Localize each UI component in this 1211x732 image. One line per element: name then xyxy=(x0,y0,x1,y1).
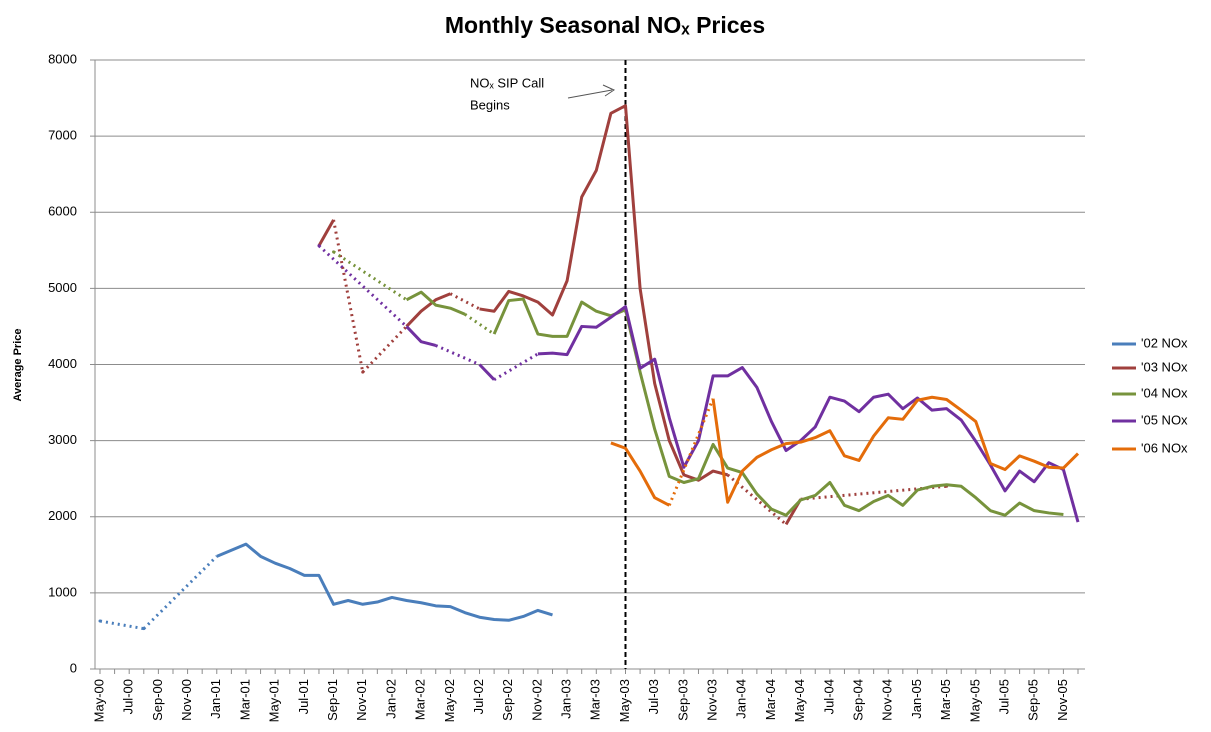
gap-connector xyxy=(435,344,481,366)
x-tick-label: Nov-00 xyxy=(179,679,194,721)
x-tick-label: Mar-03 xyxy=(588,679,603,720)
x-tick-label: Jul-01 xyxy=(296,679,311,714)
x-tick-label: Sep-03 xyxy=(675,679,690,721)
x-tick-label: Jul-03 xyxy=(646,679,661,714)
x-tick-label: Jul-05 xyxy=(996,679,1011,714)
series-line xyxy=(479,104,729,482)
legend-label: '05 NOx xyxy=(1141,412,1188,427)
x-tick-label: Nov-03 xyxy=(705,679,720,721)
legend-label: '02 NOx xyxy=(1141,335,1188,350)
y-tick-label: 2000 xyxy=(48,508,77,523)
x-tick-label: Jul-04 xyxy=(821,679,836,714)
x-tick-label: Nov-01 xyxy=(354,679,369,721)
legend-label: '04 NOx xyxy=(1141,385,1188,400)
gap-connector xyxy=(332,219,365,373)
x-tick-label: Mar-01 xyxy=(237,679,252,720)
x-tick-label: Mar-04 xyxy=(763,679,778,720)
x-tick-label: Mar-05 xyxy=(938,679,953,720)
series-line xyxy=(537,305,1080,523)
x-tick-label: May-00 xyxy=(91,679,106,722)
gap-connector xyxy=(332,250,408,302)
gap-connector xyxy=(800,484,947,501)
x-tick-label: Jan-05 xyxy=(909,679,924,719)
x-tick-label: Mar-02 xyxy=(413,679,428,720)
series-line xyxy=(492,297,1064,517)
y-tick-label: 4000 xyxy=(48,356,77,371)
y-tick-label: 3000 xyxy=(48,432,77,447)
series-line xyxy=(405,325,437,347)
y-tick-label: 1000 xyxy=(48,584,77,599)
x-tick-label: May-04 xyxy=(792,679,807,722)
series-line xyxy=(405,292,451,328)
series-line xyxy=(610,441,670,507)
gap-connector xyxy=(361,325,408,374)
legend-label: '03 NOx xyxy=(1141,359,1188,374)
x-tick-label: May-02 xyxy=(442,679,457,722)
x-tick-label: Jan-03 xyxy=(559,679,574,719)
series-line xyxy=(216,542,553,622)
x-tick-label: Jul-00 xyxy=(121,679,136,714)
y-tick-label: 8000 xyxy=(48,51,77,66)
x-tick-label: Jan-04 xyxy=(734,679,749,719)
annotation-text: Begins xyxy=(470,97,510,112)
annotation-arrowhead xyxy=(602,84,616,97)
gap-connector xyxy=(317,244,408,328)
x-tick-label: May-05 xyxy=(967,679,982,722)
y-tick-label: 5000 xyxy=(48,280,77,295)
x-tick-label: May-01 xyxy=(267,679,282,722)
x-tick-label: May-03 xyxy=(617,679,632,722)
x-tick-label: Sep-05 xyxy=(1026,679,1041,721)
gap-connector xyxy=(667,398,715,506)
x-tick-label: Jan-01 xyxy=(208,679,223,719)
gap-connector xyxy=(493,352,539,382)
x-tick-label: Nov-05 xyxy=(1055,679,1070,721)
x-tick-label: Nov-04 xyxy=(880,679,895,721)
series-line xyxy=(711,395,1080,504)
y-tick-label: 7000 xyxy=(48,128,77,143)
x-tick-label: Jul-02 xyxy=(471,679,486,714)
chart-title: Monthly Seasonal NOₓ Prices xyxy=(445,12,765,38)
x-tick-label: Jan-02 xyxy=(383,679,398,719)
x-tick-label: Sep-00 xyxy=(150,679,165,721)
series-line xyxy=(478,363,496,381)
y-tick-label: 6000 xyxy=(48,204,77,219)
y-axis-label: Average Price xyxy=(12,329,24,402)
gap-connector xyxy=(449,292,481,311)
series-line xyxy=(405,290,466,316)
annotation-text: NOₓ SIP Call xyxy=(470,75,544,90)
y-tick-label: 0 xyxy=(70,660,77,675)
gap-connector xyxy=(142,555,218,630)
x-tick-label: Sep-01 xyxy=(325,679,340,721)
annotation-arrow xyxy=(567,89,613,99)
x-tick-label: Nov-02 xyxy=(529,679,544,721)
gap-connector xyxy=(99,619,145,631)
legend-label: '06 NOx xyxy=(1141,440,1188,455)
x-tick-label: Sep-04 xyxy=(850,679,865,721)
x-tick-label: Sep-02 xyxy=(500,679,515,721)
series-line xyxy=(317,219,335,247)
gap-connector xyxy=(464,313,495,336)
